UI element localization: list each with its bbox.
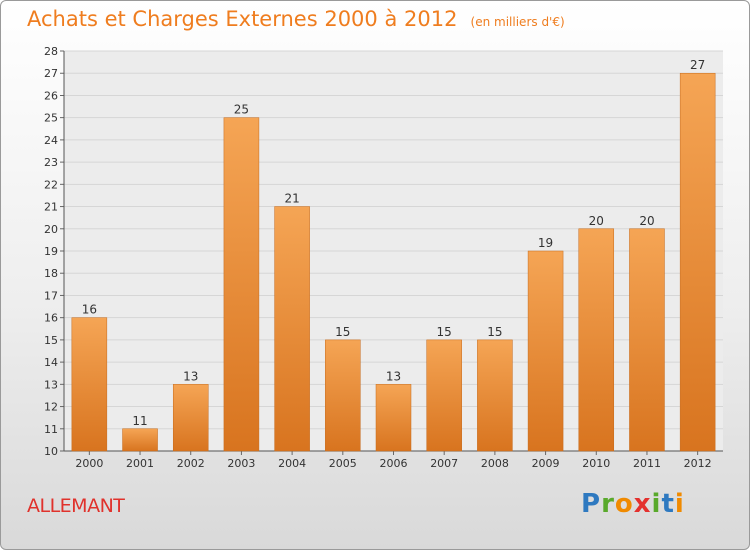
logo-letter: t <box>661 489 675 519</box>
x-tick-label: 2009 <box>532 457 560 470</box>
commune-name: ALLEMANT <box>27 495 125 517</box>
bar-2008 <box>477 339 513 452</box>
bar-value-label: 13 <box>183 369 198 383</box>
chart-title-text: Achats et Charges Externes 2000 à 2012 <box>27 7 458 31</box>
bar-2003 <box>223 117 260 452</box>
bar-value-label: 15 <box>487 325 502 339</box>
bar-value-label: 21 <box>284 192 299 206</box>
bar-2011 <box>629 228 665 452</box>
bar-value-label: 20 <box>589 214 604 228</box>
y-tick-label: 25 <box>44 112 58 125</box>
y-tick-label: 10 <box>44 445 58 458</box>
bar-2007 <box>426 339 462 452</box>
logo-letter: i <box>674 489 685 519</box>
y-tick-label: 11 <box>44 423 58 436</box>
bar-2002 <box>172 384 209 452</box>
y-tick-label: 24 <box>44 134 58 147</box>
y-tick-label: 20 <box>44 223 58 236</box>
y-tick-label: 21 <box>44 201 58 214</box>
bar-2010 <box>578 228 615 452</box>
proxiti-logo: Proxiti <box>581 489 685 519</box>
logo-letter: i <box>651 489 662 519</box>
x-tick-label: 2011 <box>633 457 661 470</box>
bar-value-label: 20 <box>639 214 654 228</box>
x-tick-label: 2012 <box>684 457 712 470</box>
chart-title: Achats et Charges Externes 2000 à 2012 (… <box>27 7 565 31</box>
y-tick-label: 13 <box>44 378 58 391</box>
bar-2000 <box>71 317 108 452</box>
y-tick-label: 26 <box>44 89 58 102</box>
bar-value-label: 15 <box>335 325 350 339</box>
y-tick-label: 12 <box>44 401 58 414</box>
x-tick-label: 2007 <box>430 457 458 470</box>
bar-value-label: 25 <box>234 103 249 117</box>
x-tick-label: 2000 <box>75 457 103 470</box>
y-tick-label: 17 <box>44 289 58 302</box>
y-tick-label: 14 <box>44 356 58 369</box>
bar-value-label: 15 <box>437 325 452 339</box>
x-tick-label: 2010 <box>582 457 610 470</box>
y-tick-label: 23 <box>44 156 58 169</box>
logo-letter: r <box>601 489 615 519</box>
chart-unit-note: (en milliers d'€) <box>470 15 565 29</box>
x-tick-label: 2002 <box>177 457 205 470</box>
bar-value-label: 16 <box>82 303 97 317</box>
y-tick-label: 15 <box>44 334 58 347</box>
bar-2001 <box>122 428 158 452</box>
bar-2006 <box>375 384 412 452</box>
y-tick-label: 22 <box>44 178 58 191</box>
bar-value-label: 19 <box>538 236 553 250</box>
logo-letter: o <box>614 489 634 519</box>
y-tick-label: 28 <box>44 45 58 58</box>
bar-2004 <box>274 206 310 452</box>
y-tick-label: 19 <box>44 245 58 258</box>
x-tick-label: 2003 <box>227 457 255 470</box>
x-tick-label: 2001 <box>126 457 154 470</box>
y-tick-label: 27 <box>44 67 58 80</box>
bar-2012 <box>679 72 716 452</box>
bar-2005 <box>325 339 361 452</box>
bar-value-label: 13 <box>386 369 401 383</box>
bar-value-label: 27 <box>690 58 705 72</box>
x-tick-label: 2005 <box>329 457 357 470</box>
logo-letter: x <box>633 489 652 519</box>
x-tick-label: 2008 <box>481 457 509 470</box>
x-tick-label: 2004 <box>278 457 306 470</box>
y-tick-label: 18 <box>44 267 58 280</box>
x-tick-label: 2006 <box>380 457 408 470</box>
bar-2009 <box>527 250 564 452</box>
logo-letter: P <box>581 489 602 519</box>
y-tick-label: 16 <box>44 312 58 325</box>
bar-value-label: 11 <box>132 414 147 428</box>
